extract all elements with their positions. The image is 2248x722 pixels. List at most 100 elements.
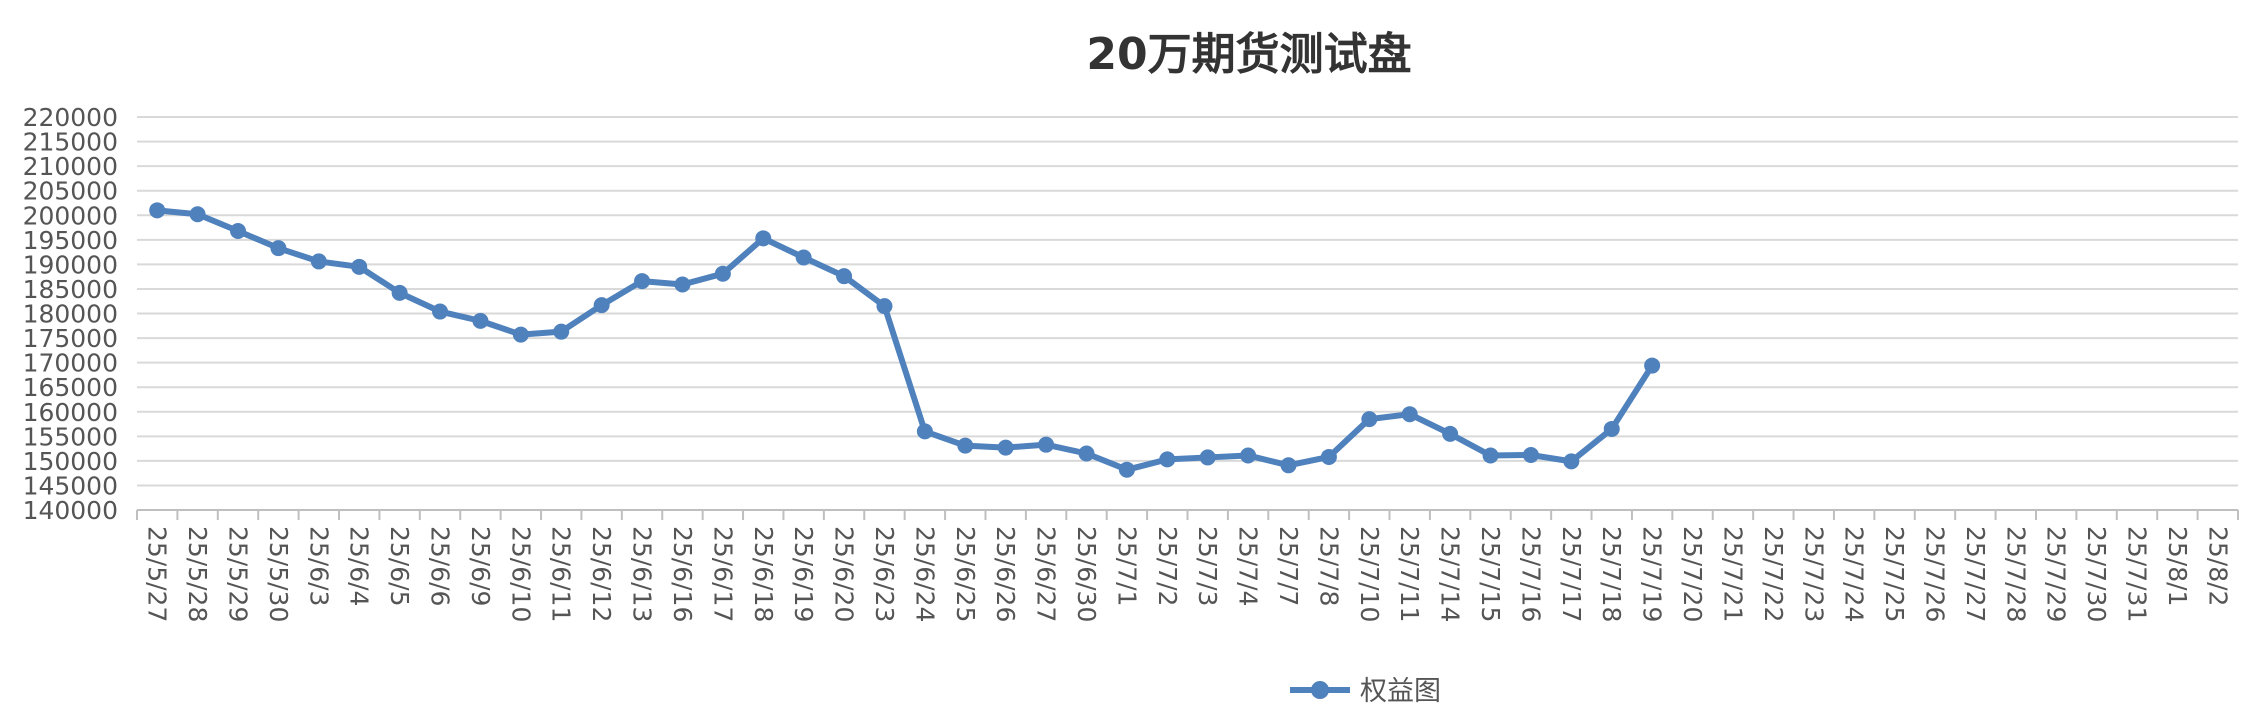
data-point: [1280, 457, 1297, 474]
x-tick-label: 25/7/2: [1153, 526, 1182, 606]
x-tick-label: 25/7/22: [1759, 526, 1788, 622]
data-point: [593, 297, 610, 314]
data-point: [1240, 447, 1257, 464]
chart-title: 20万期货测试盘: [1086, 29, 1412, 80]
x-tick-label: 25/7/31: [2122, 526, 2151, 622]
data-point: [714, 265, 731, 282]
data-point: [351, 258, 368, 275]
data-point: [876, 298, 893, 315]
x-tick-label: 25/6/25: [951, 526, 980, 622]
x-tick-label: 25/6/24: [910, 526, 939, 622]
data-point: [432, 303, 449, 320]
x-tick-label: 25/6/19: [789, 526, 818, 622]
data-point: [1522, 446, 1539, 463]
data-point: [1442, 425, 1459, 442]
x-tick-label: 25/7/20: [1678, 526, 1707, 622]
x-tick-label: 25/8/2: [2203, 526, 2232, 606]
x-tick-label: 25/6/5: [385, 526, 414, 606]
x-tick-label: 25/6/9: [466, 526, 495, 606]
legend-label: 权益图: [1360, 676, 1441, 707]
data-point: [1361, 411, 1378, 428]
y-tick-label: 200000: [23, 201, 118, 230]
y-tick-label: 160000: [23, 398, 118, 427]
x-tick-label: 25/5/30: [264, 526, 293, 622]
x-tick-label: 25/7/24: [1840, 526, 1869, 622]
y-tick-label: 180000: [23, 300, 118, 329]
data-point: [997, 439, 1014, 456]
series-line-group: [149, 202, 1661, 478]
x-tick-label: 25/7/4: [1234, 526, 1263, 606]
data-point: [230, 222, 247, 239]
data-point: [310, 253, 327, 270]
data-point: [1159, 451, 1176, 468]
x-tick-label: 25/6/23: [870, 526, 899, 622]
data-point: [1563, 453, 1580, 470]
y-tick-label: 140000: [23, 496, 118, 525]
data-point: [391, 284, 408, 301]
x-tick-label: 25/5/29: [224, 526, 253, 622]
y-tick-label: 170000: [23, 349, 118, 378]
x-tick-label: 25/6/4: [345, 526, 374, 606]
data-point: [472, 312, 489, 329]
data-point: [916, 423, 933, 440]
y-tick-label: 205000: [23, 177, 118, 206]
x-tick-label: 25/6/6: [426, 526, 455, 606]
x-tick-label: 25/6/30: [1072, 526, 1101, 622]
data-point: [795, 249, 812, 266]
x-tick-label: 25/7/28: [2001, 526, 2030, 622]
data-point: [1199, 449, 1216, 466]
x-tick-label: 25/7/3: [1193, 526, 1222, 606]
data-point: [1038, 436, 1055, 453]
data-point: [634, 273, 651, 290]
x-tick-label: 25/6/3: [304, 526, 333, 606]
data-point: [553, 323, 570, 340]
y-axis-tick-labels: 1400001450001500001550001600001650001700…: [23, 103, 118, 525]
series-line: [154, 207, 1656, 473]
y-tick-label: 195000: [23, 226, 118, 255]
y-tick-label: 145000: [23, 471, 118, 500]
gridlines: [137, 116, 2238, 487]
y-tick-label: 215000: [23, 128, 118, 157]
x-tick-label: 25/7/17: [1557, 526, 1586, 622]
x-tick-label: 25/7/16: [1516, 526, 1545, 622]
data-point: [1603, 420, 1620, 437]
x-tick-label: 25/7/15: [1476, 526, 1505, 622]
x-axis: [136, 509, 2239, 520]
x-tick-label: 25/7/8: [1314, 526, 1343, 606]
data-point: [149, 202, 166, 219]
y-tick-label: 190000: [23, 250, 118, 279]
x-tick-label: 25/7/25: [1880, 526, 1909, 622]
legend: 权益图: [1290, 676, 1441, 707]
data-point: [1401, 406, 1418, 423]
data-point: [836, 268, 853, 285]
data-point: [957, 437, 974, 454]
y-tick-label: 150000: [23, 447, 118, 476]
x-tick-label: 25/5/28: [183, 526, 212, 622]
x-tick-label: 25/7/29: [2042, 526, 2071, 622]
x-tick-label: 25/7/26: [1920, 526, 1949, 622]
y-tick-label: 185000: [23, 275, 118, 304]
x-tick-label: 25/5/27: [143, 526, 172, 622]
x-tick-label: 25/6/18: [749, 526, 778, 622]
x-tick-label: 25/7/18: [1597, 526, 1626, 622]
x-tick-label: 25/7/1: [1112, 526, 1141, 606]
x-tick-label: 25/6/26: [991, 526, 1020, 622]
data-point: [270, 240, 287, 257]
data-point: [1118, 461, 1135, 478]
data-point: [1644, 357, 1661, 374]
y-tick-label: 155000: [23, 422, 118, 451]
x-tick-label: 25/6/12: [587, 526, 616, 622]
x-tick-label: 25/8/1: [2163, 526, 2192, 606]
x-tick-label: 25/7/7: [1274, 526, 1303, 606]
x-axis-tick-labels: 25/5/27 25/5/28 25/5/29 25/5/30 25/6/3 25/6/4…: [143, 526, 2233, 622]
y-tick-label: 210000: [23, 152, 118, 181]
data-point: [189, 206, 206, 223]
x-tick-label: 25/6/17: [708, 526, 737, 622]
x-tick-label: 25/6/27: [1032, 526, 1061, 622]
legend-marker: [1311, 681, 1329, 699]
x-tick-label: 25/7/23: [1799, 526, 1828, 622]
data-point: [1482, 447, 1499, 464]
x-tick-label: 25/7/10: [1355, 526, 1384, 622]
y-tick-label: 220000: [23, 103, 118, 132]
